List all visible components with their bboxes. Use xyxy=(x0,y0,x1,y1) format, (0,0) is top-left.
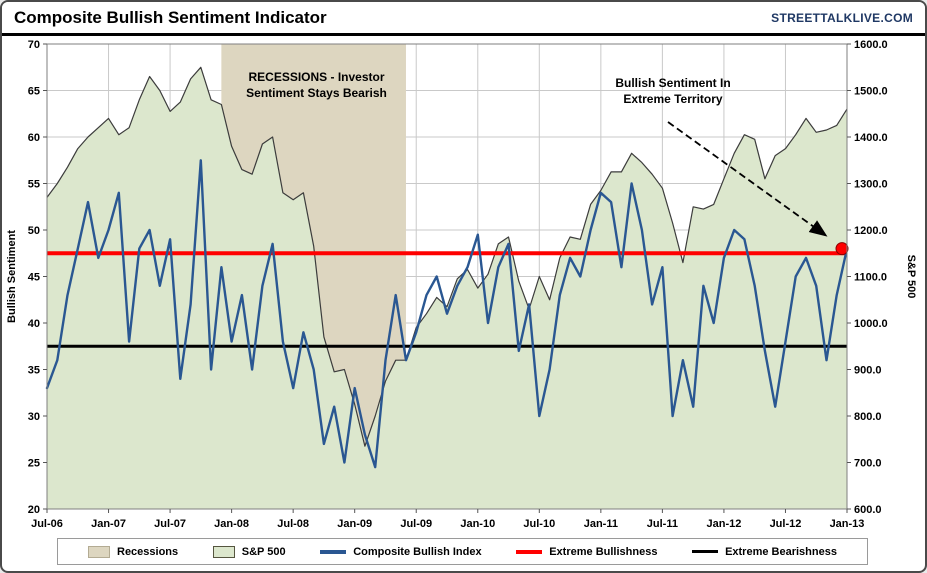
y-left-tick-label: 25 xyxy=(28,458,40,470)
legend-label-extreme-bearishness: Extreme Bearishness xyxy=(725,545,837,558)
y-left-tick-label: 60 xyxy=(28,132,40,144)
extreme-bullishness-swatch-icon xyxy=(516,549,543,554)
y-left-tick-label: 70 xyxy=(28,39,40,51)
y-left-tick-label: 65 xyxy=(28,86,40,98)
y-right-tick-label: 1000.0 xyxy=(854,318,888,330)
y-right-tick-label: 600.0 xyxy=(854,504,882,516)
x-tick-label: Jan-13 xyxy=(830,518,865,530)
sp500-swatch-icon xyxy=(212,545,235,558)
sp500-area xyxy=(47,67,847,510)
y-right-tick-label: 700.0 xyxy=(854,458,882,470)
chart-canvas: 70 65 60 55 50 45 40 35 30 25 20 1600.0 1500.0 1400.0… xyxy=(6,39,917,530)
bullish-index-line xyxy=(45,159,849,469)
x-tick-label: Jul-09 xyxy=(400,518,432,530)
legend-label-bullish-index: Composite Bullish Index xyxy=(353,545,482,558)
y-right-tick-label: 1400.0 xyxy=(854,132,888,144)
y-right-tick-label: 1300.0 xyxy=(854,179,888,191)
y-right-tick-label: 1600.0 xyxy=(854,39,888,51)
y-right-tick-label: 1200.0 xyxy=(854,225,888,237)
legend-item-sp500: S&P 500 xyxy=(212,545,286,558)
legend-item-bullish-index: Composite Bullish Index xyxy=(320,545,482,558)
y-right-tick-label: 1100.0 xyxy=(854,272,887,284)
chart-area: 70 65 60 55 50 45 40 35 30 25 20 1600.0 1500.0 1400.0… xyxy=(2,36,925,571)
legend-label-recessions: Recessions xyxy=(117,545,179,558)
y-left-tick-label: 55 xyxy=(28,179,40,191)
x-tick-label: Jul-07 xyxy=(154,518,186,530)
x-tick-label: Jan-07 xyxy=(91,518,126,530)
x-tick-label: Jan-12 xyxy=(706,518,741,530)
legend-label-extreme-bullishness: Extreme Bullishness xyxy=(549,545,658,558)
x-tick-label: Jan-11 xyxy=(584,518,618,530)
x-tick-label: Jan-09 xyxy=(337,518,372,530)
y-left-tick-label: 30 xyxy=(28,411,40,423)
x-tick-label: Jul-12 xyxy=(770,518,802,530)
y-right-tick-label: 900.0 xyxy=(854,365,882,377)
site-link: STREETTALKLIVE.COM xyxy=(771,10,913,25)
recession-annotation: RECESSIONS - Investor Sentiment Stays Be… xyxy=(246,70,387,100)
legend-label-sp500: S&P 500 xyxy=(241,545,286,558)
sp500-line xyxy=(46,66,848,447)
x-tick-label: Jul-11 xyxy=(647,518,678,530)
y-right-tick-label: 1500.0 xyxy=(854,86,888,98)
page-title: Composite Bullish Sentiment Indicator xyxy=(14,7,327,27)
x-tick-label: Jan-10 xyxy=(460,518,495,530)
y-left-tick-label: 45 xyxy=(28,272,40,284)
legend-item-extreme-bearishness: Extreme Bearishness xyxy=(692,546,837,558)
y-right-tick-label: 800.0 xyxy=(854,411,882,423)
legend: Recessions S&P 500 Composite Bullish Ind… xyxy=(57,538,868,565)
y-axis-title-left: Bullish Sentiment xyxy=(6,230,18,323)
bullish-index-swatch-icon xyxy=(320,549,347,554)
y-left-tick-label: 35 xyxy=(28,365,40,377)
chart-header: Composite Bullish Sentiment Indicator ST… xyxy=(2,2,925,36)
x-tick-label: Jul-06 xyxy=(31,518,63,530)
y-left-tick-label: 20 xyxy=(28,504,40,516)
recessions-swatch-icon xyxy=(88,545,110,558)
end-marker-dot xyxy=(835,242,849,256)
legend-item-extreme-bullishness: Extreme Bullishness xyxy=(516,546,657,558)
y-axis-title-right: S&P 500 xyxy=(905,255,917,299)
legend-item-recessions: Recessions xyxy=(88,545,179,558)
x-tick-label: Jul-08 xyxy=(277,518,309,530)
extreme-bearishness-swatch-icon xyxy=(692,550,719,553)
y-left-tick-label: 50 xyxy=(28,225,40,237)
x-tick-label: Jul-10 xyxy=(523,518,555,530)
y-left-tick-label: 40 xyxy=(28,318,40,330)
extreme-territory-annotation: Bullish Sentiment In Extreme Territory xyxy=(615,76,731,106)
x-tick-label: Jan-08 xyxy=(214,518,249,530)
